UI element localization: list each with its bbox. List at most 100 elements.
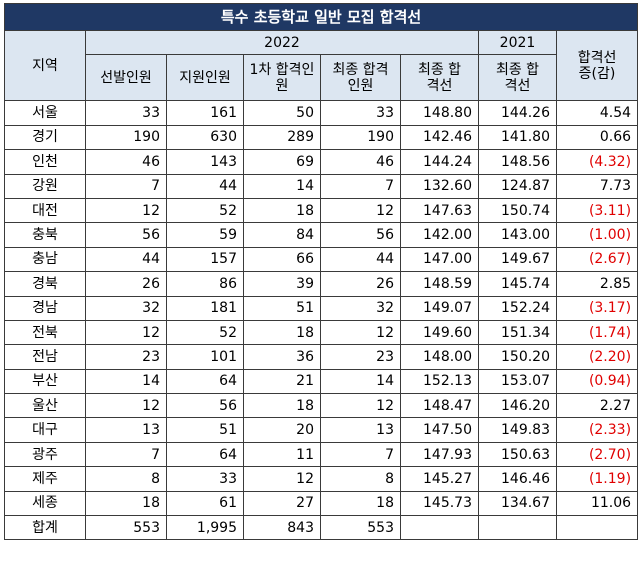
table-row: 인천 46 143 69 46 144.24 148.56 (4.32) <box>4 149 639 175</box>
header-cutoff-2021: 최종 합격선 <box>478 54 557 102</box>
first-pass-cell: 14 <box>243 173 321 199</box>
selected-cell: 44 <box>85 246 167 273</box>
cutoff-2021-cell: 146.20 <box>478 393 557 419</box>
total-final-pass-cell: 553 <box>320 515 401 541</box>
first-pass-cell: 12 <box>243 466 321 492</box>
final-pass-cell: 12 <box>320 197 401 224</box>
total-region-cell: 합계 <box>4 515 86 541</box>
header-final-pass: 최종 합격인원 <box>320 54 401 102</box>
first-pass-cell: 39 <box>243 271 321 297</box>
first-pass-cell: 69 <box>243 149 321 175</box>
cutoff-2021-cell: 144.26 <box>478 100 557 126</box>
change-cell: 7.73 <box>555 173 639 199</box>
first-pass-cell: 21 <box>243 368 321 395</box>
selected-cell: 190 <box>85 124 167 151</box>
selected-cell: 14 <box>85 368 167 395</box>
applicants-cell: 52 <box>166 197 244 224</box>
final-pass-cell: 56 <box>320 222 401 248</box>
table-body: 서울 33 161 50 33 148.80 144.26 4.54 경기 190 630 289 19… <box>4 100 639 541</box>
total-cutoff-2022-cell <box>400 515 479 541</box>
cutoff-2021-cell: 150.74 <box>478 197 557 224</box>
applicants-cell: 157 <box>166 246 244 273</box>
first-pass-cell: 84 <box>243 222 321 248</box>
cutoff-2021-cell: 150.20 <box>478 344 557 370</box>
region-cell: 광주 <box>4 441 86 468</box>
region-cell: 충북 <box>4 222 86 248</box>
first-pass-cell: 11 <box>243 441 321 468</box>
cutoff-2022-cell: 147.93 <box>400 441 479 468</box>
change-cell: 2.85 <box>555 271 639 297</box>
selected-cell: 46 <box>85 149 167 175</box>
table-row: 충북 56 59 84 56 142.00 143.00 (1.00) <box>4 222 639 248</box>
header-region: 지역 <box>4 29 86 102</box>
final-pass-cell: 7 <box>320 173 401 199</box>
region-cell: 강원 <box>4 173 86 199</box>
change-cell: (1.19) <box>555 466 639 492</box>
cutoff-2022-cell: 148.80 <box>400 100 479 126</box>
header-first-pass: 1차 합격인원 <box>243 54 321 102</box>
selected-cell: 12 <box>85 319 167 346</box>
first-pass-cell: 18 <box>243 393 321 419</box>
final-pass-cell: 26 <box>320 271 401 297</box>
region-cell: 대구 <box>4 417 86 443</box>
cutoff-2022-cell: 152.13 <box>400 368 479 395</box>
table-row: 서울 33 161 50 33 148.80 144.26 4.54 <box>4 100 639 126</box>
table-row: 경북 26 86 39 26 148.59 145.74 2.85 <box>4 271 639 297</box>
cutoff-2022-cell: 144.24 <box>400 149 479 175</box>
selected-cell: 8 <box>85 466 167 492</box>
selected-cell: 33 <box>85 100 167 126</box>
region-cell: 경남 <box>4 295 86 321</box>
selected-cell: 26 <box>85 271 167 297</box>
first-pass-cell: 36 <box>243 344 321 370</box>
change-cell: (3.11) <box>555 197 639 224</box>
first-pass-cell: 27 <box>243 490 321 517</box>
total-cutoff-2021-cell <box>478 515 557 541</box>
cutoff-2021-cell: 149.67 <box>478 246 557 273</box>
table-row: 부산 14 64 21 14 152.13 153.07 (0.94) <box>4 368 639 395</box>
applicants-cell: 64 <box>166 441 244 468</box>
first-pass-cell: 20 <box>243 417 321 443</box>
region-cell: 경북 <box>4 271 86 297</box>
change-cell: (0.94) <box>555 368 639 395</box>
region-cell: 인천 <box>4 149 86 175</box>
cutoff-2022-cell: 145.27 <box>400 466 479 492</box>
results-table-container: 특수 초등학교 일반 모집 합격선 지역 2022 2021 합격선 증(감) … <box>3 3 639 541</box>
region-cell: 부산 <box>4 368 86 395</box>
table-row: 경남 32 181 51 32 149.07 152.24 (3.17) <box>4 295 639 321</box>
cutoff-2022-cell: 148.59 <box>400 271 479 297</box>
applicants-cell: 33 <box>166 466 244 492</box>
table-row: 대전 12 52 18 12 147.63 150.74 (3.11) <box>4 197 639 224</box>
region-cell: 전남 <box>4 344 86 370</box>
table-row: 강원 7 44 14 7 132.60 124.87 7.73 <box>4 173 639 199</box>
applicants-cell: 630 <box>166 124 244 151</box>
table-row: 대구 13 51 20 13 147.50 149.83 (2.33) <box>4 417 639 443</box>
header-selected: 선발인원 <box>85 54 167 102</box>
table-row: 울산 12 56 18 12 148.47 146.20 2.27 <box>4 393 639 419</box>
applicants-cell: 56 <box>166 393 244 419</box>
region-cell: 세종 <box>4 490 86 517</box>
change-cell: (3.17) <box>555 295 639 321</box>
header-final-pass-label: 최종 합격인원 <box>332 61 389 94</box>
applicants-cell: 44 <box>166 173 244 199</box>
region-cell: 서울 <box>4 100 86 126</box>
table-row: 제주 8 33 12 8 145.27 146.46 (1.19) <box>4 466 639 492</box>
change-cell: (2.70) <box>555 441 639 468</box>
header-change-label: 합격선 증(감) <box>577 49 617 82</box>
cutoff-2021-cell: 145.74 <box>478 271 557 297</box>
cutoff-2022-cell: 147.00 <box>400 246 479 273</box>
results-table: 특수 초등학교 일반 모집 합격선 지역 2022 2021 합격선 증(감) … <box>3 3 639 541</box>
region-cell: 제주 <box>4 466 86 492</box>
selected-cell: 56 <box>85 222 167 248</box>
table-row: 세종 18 61 27 18 145.73 134.67 11.06 <box>4 490 639 517</box>
header-cutoff-2021-label: 최종 합격선 <box>495 61 540 94</box>
cutoff-2022-cell: 145.73 <box>400 490 479 517</box>
final-pass-cell: 14 <box>320 368 401 395</box>
header-change: 합격선 증(감) <box>555 29 639 102</box>
region-cell: 충남 <box>4 246 86 273</box>
selected-cell: 7 <box>85 173 167 199</box>
applicants-cell: 52 <box>166 319 244 346</box>
table-row: 충남 44 157 66 44 147.00 149.67 (2.67) <box>4 246 639 273</box>
final-pass-cell: 46 <box>320 149 401 175</box>
cutoff-2022-cell: 132.60 <box>400 173 479 199</box>
region-cell: 경기 <box>4 124 86 151</box>
